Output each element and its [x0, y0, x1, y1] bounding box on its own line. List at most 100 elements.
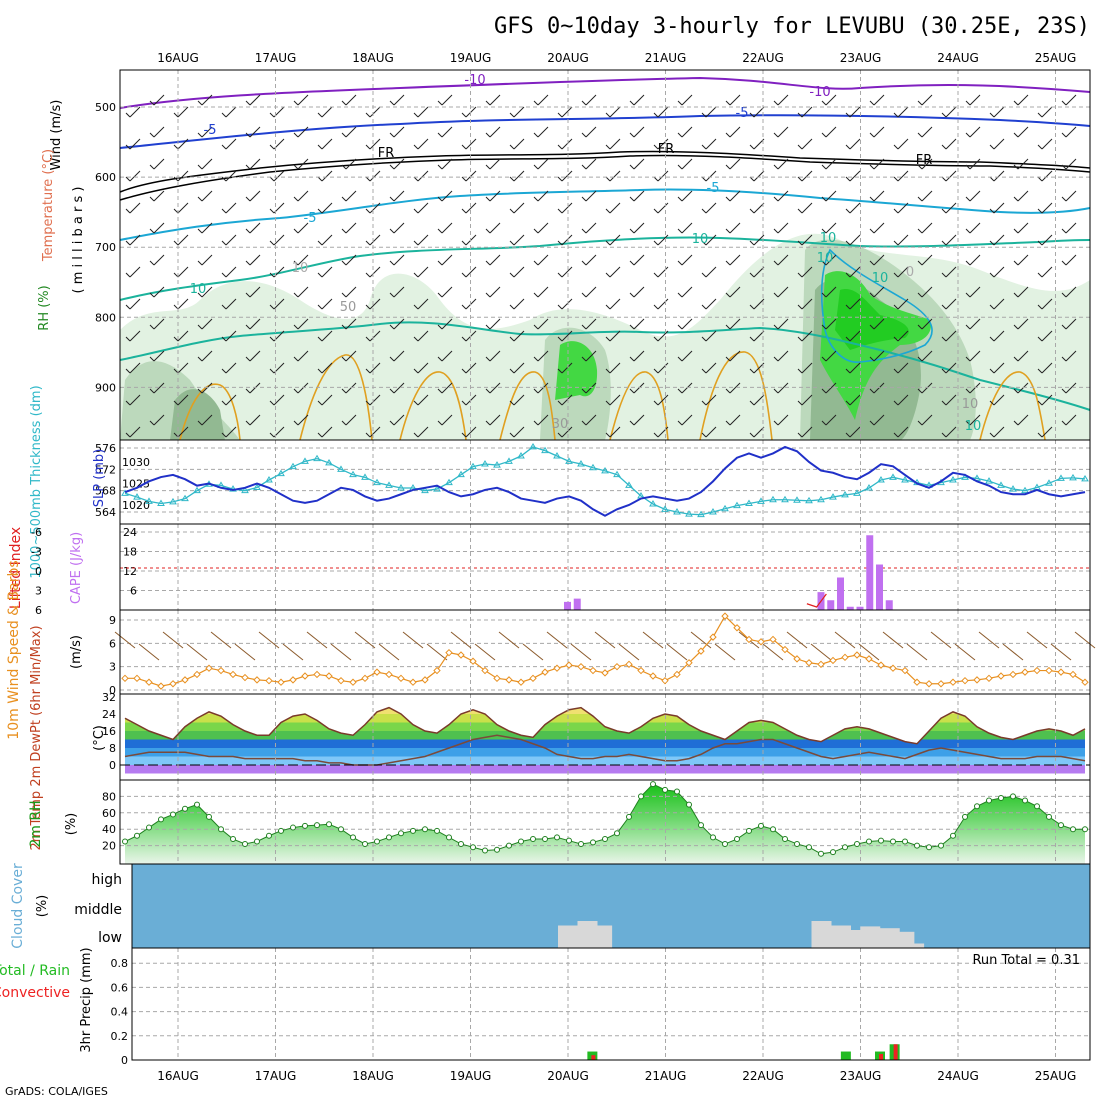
wind-barb [321, 330, 333, 342]
wind-barb [897, 266, 909, 278]
wind-barb [393, 126, 405, 138]
wind-barb [681, 382, 693, 394]
wind-barb-flag [989, 336, 995, 342]
thickness-series-point [313, 454, 321, 462]
wind-barb [993, 106, 1005, 118]
wind-barb-flag [557, 208, 563, 214]
wind-barb-flag [917, 292, 923, 298]
wind-barb [657, 138, 669, 150]
wind-barb-flag [821, 100, 827, 106]
rh-series-point [374, 838, 380, 845]
wind-barb [129, 330, 141, 342]
surface-wind-barb [354, 631, 376, 649]
wind-barb-flag [125, 176, 131, 182]
thickness-series-point [385, 481, 393, 488]
wind-barb-flag [605, 336, 611, 342]
wind-barb-flag [581, 164, 587, 170]
wind-barb-flag [1013, 292, 1019, 298]
wind-barb-flag [629, 164, 635, 170]
wind-barb [393, 382, 405, 394]
wind-speed-series-point [757, 638, 765, 646]
wind-barb-flag [197, 196, 203, 202]
temp-band [125, 765, 1085, 774]
wind-barb-flag [149, 100, 155, 106]
wind-barb [441, 318, 453, 330]
wind-barb [969, 158, 981, 170]
thickness-series-point [901, 476, 909, 483]
wind-speed-series-point [145, 678, 153, 686]
contour-label: 50 [340, 300, 357, 315]
wind-barb [777, 414, 789, 426]
thickness-series-point [1021, 486, 1029, 494]
wind-barb-flag [653, 304, 659, 310]
wind-barb [369, 170, 381, 182]
wind-barb [441, 382, 453, 394]
wind-barb-flag [533, 164, 539, 170]
wind-speed-series-point [793, 655, 801, 663]
wind-tick: 9 [109, 614, 116, 627]
wind-barb [849, 202, 861, 214]
wind-barb [561, 298, 573, 310]
wind-barb-flag [749, 176, 755, 182]
wind-barb-flag [1037, 400, 1043, 406]
wind-barb-flag [581, 260, 587, 266]
wind-speed-series-point [781, 645, 789, 654]
wind-barb [801, 106, 813, 118]
wind-barb [273, 234, 285, 246]
contour-label: 10 [962, 397, 979, 412]
wind-barb-flag [1061, 388, 1067, 394]
wind-speed-series-point [457, 651, 465, 659]
rh-series-point [806, 844, 812, 851]
wind-barb-flag [581, 388, 587, 394]
wind-barb-flag [533, 356, 539, 362]
wind-barb [417, 266, 429, 278]
wind-barb [129, 394, 141, 406]
wind-barb [753, 138, 765, 150]
wind-barb-flag [989, 112, 995, 118]
wind-barb-flag [653, 176, 659, 182]
wind-barb-flag [293, 164, 299, 170]
wind-barb-flag [437, 292, 443, 298]
wind-barb-flag [797, 208, 803, 214]
wind-barb [729, 254, 741, 266]
wind-barb-flag [413, 400, 419, 406]
rh-series-point [974, 803, 980, 810]
wind-speed-series-point [817, 660, 825, 669]
wind-barb-flag [533, 228, 539, 234]
wind-barb [417, 426, 429, 438]
wind-barb-flag [365, 400, 371, 406]
wind-barb-flag [725, 420, 731, 426]
wind-barb [849, 234, 861, 246]
wind-barb [297, 190, 309, 202]
wind-speed-series-point [529, 674, 537, 683]
wind-barb [513, 106, 525, 118]
thickness-series-point [169, 497, 177, 505]
wind-barb [297, 382, 309, 394]
wind-barb [489, 286, 501, 298]
thickness-series-point [841, 490, 849, 498]
wind-barb [369, 138, 381, 150]
wind-barb [825, 286, 837, 298]
wind-barb-flag [461, 240, 467, 246]
wind-barb [417, 170, 429, 182]
wind-barb-flag [485, 228, 491, 234]
wind-barb-flag [917, 100, 923, 106]
wind-barb [1017, 126, 1029, 138]
wind-barb [993, 202, 1005, 214]
wind-barb-flag [965, 292, 971, 298]
wind-barb [825, 190, 837, 202]
run-total-label: Run Total = 0.31 [972, 953, 1080, 968]
wind-barb [753, 170, 765, 182]
temp-tick: 16 [102, 725, 116, 738]
wind-barb [873, 94, 885, 106]
wind-barb-flag [845, 400, 851, 406]
wind-barb-flag [509, 400, 515, 406]
wind-barb-flag [365, 304, 371, 310]
wind-barb [537, 318, 549, 330]
wind-barb-flag [485, 324, 491, 330]
wind-barb [369, 330, 381, 342]
wind-barb [921, 382, 933, 394]
wind-barb [657, 106, 669, 118]
wind-barb-flag [125, 432, 131, 438]
